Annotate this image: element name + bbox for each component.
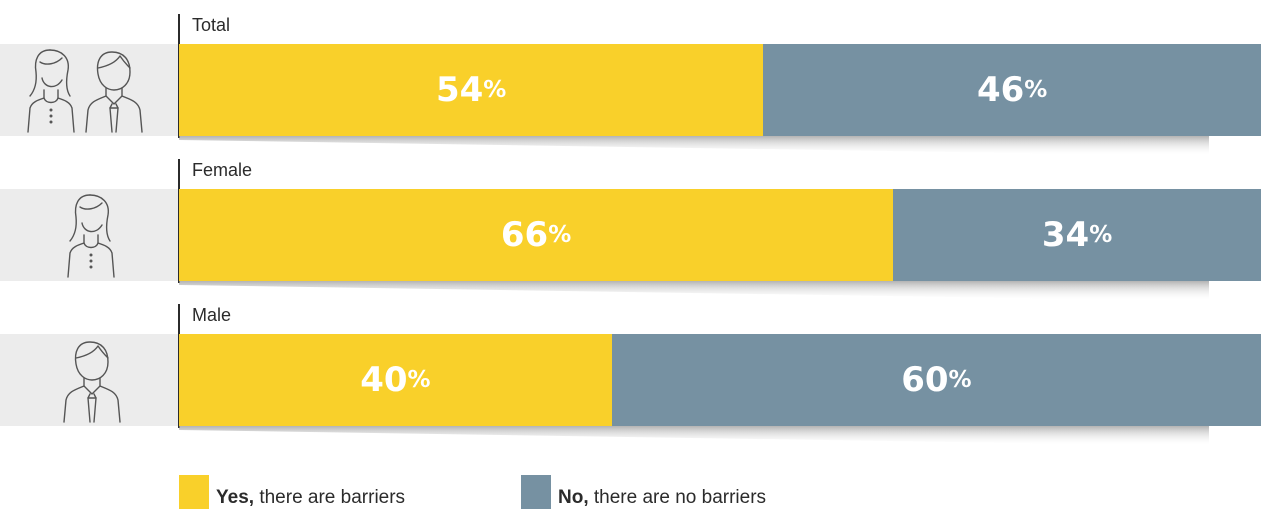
legend-swatch-no <box>521 475 551 509</box>
bar-segment-yes: 40% <box>179 334 612 426</box>
legend-no: No, there are no barriers <box>521 475 766 509</box>
legend-label-no-bold: No, <box>558 487 589 508</box>
chart-row-male: Male 40% 60% <box>0 304 1261 446</box>
bar-shadow <box>179 136 1209 156</box>
row-divider <box>178 14 180 138</box>
legend-label-yes: Yes, there are barriers <box>216 487 405 509</box>
legend-label-no: No, there are no barriers <box>558 487 766 509</box>
female-person-icon <box>67 194 115 278</box>
legend-yes: Yes, there are barriers <box>179 475 405 509</box>
icon-panel-male <box>0 334 178 426</box>
data-label-value: 34 <box>1041 215 1090 255</box>
stacked-bar-total: 54% 46% <box>179 44 1261 136</box>
bar-segment-yes: 66% <box>179 189 894 281</box>
legend-swatch-yes <box>179 475 209 509</box>
icon-panel-female <box>0 189 178 281</box>
male-person-icon <box>63 341 121 423</box>
data-label-percent: % <box>548 222 572 248</box>
icon-panel-total <box>0 44 178 136</box>
data-label-percent: % <box>1024 77 1048 103</box>
data-label-percent: % <box>407 367 431 393</box>
row-divider <box>178 159 180 283</box>
data-label-value: 46 <box>976 70 1025 110</box>
bar-segment-no: 60% <box>611 334 1261 426</box>
data-label-value: 60 <box>901 360 949 400</box>
bar-segment-yes: 54% <box>179 44 764 136</box>
stacked-bar-female: 66% 34% <box>179 189 1261 281</box>
data-label-value: 40 <box>360 360 408 400</box>
bar-shadow <box>179 281 1209 301</box>
data-label-value: 66 <box>500 215 549 255</box>
legend-label-no-rest: there are no barriers <box>588 487 767 508</box>
bar-segment-no: 46% <box>763 44 1261 136</box>
data-label-percent: % <box>948 367 972 393</box>
data-label-value: 54 <box>435 70 484 110</box>
bar-segment-no: 34% <box>893 189 1261 281</box>
row-divider <box>178 304 180 428</box>
data-label-percent: % <box>1089 222 1113 248</box>
row-label-male: Male <box>192 305 232 325</box>
chart-row-female: Female 66% 34% <box>0 159 1261 301</box>
row-label-total: Total <box>192 15 231 35</box>
row-label-female: Female <box>192 160 253 180</box>
chart-row-total: Total <box>0 14 1261 156</box>
bar-shadow <box>179 426 1209 446</box>
stacked-bar-male: 40% 60% <box>179 334 1261 426</box>
female-and-male-person-icon <box>27 49 143 133</box>
legend-label-yes-bold: Yes, <box>216 487 255 508</box>
data-label-percent: % <box>483 77 507 103</box>
legend-label-yes-rest: there are barriers <box>254 487 406 508</box>
